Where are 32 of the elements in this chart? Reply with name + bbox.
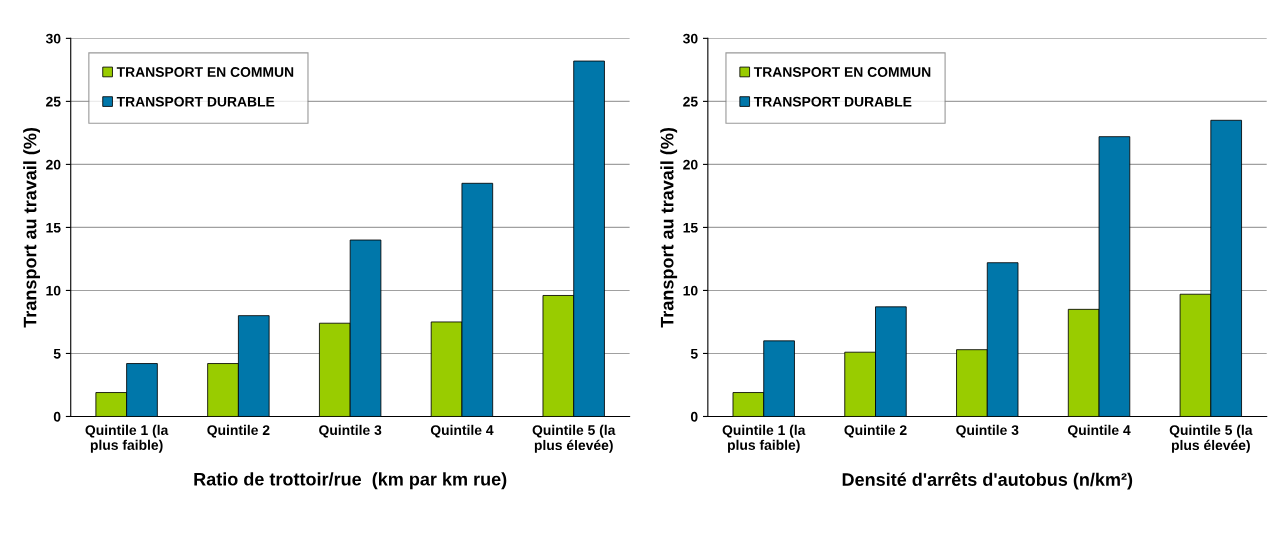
x-tick-label: Quintile 4 (430, 424, 494, 438)
x-tick-label: Quintile 4 (1067, 424, 1131, 438)
x-tick-label: Quintile 5 (la plus élevée) (1169, 424, 1253, 453)
y-tick-label: 20 (46, 159, 61, 170)
legend-label: TRANSPORT EN COMMUN (116, 67, 294, 77)
x-tick-label: Quintile 3 (956, 424, 1019, 438)
y-tick-label: 5 (690, 348, 698, 359)
x-tick-label: Quintile 3 (319, 424, 382, 438)
legend-label: TRANSPORT EN COMMUN (753, 67, 931, 77)
y-tick-label: 30 (682, 33, 698, 44)
y-tick-label: 25 (46, 96, 61, 107)
y-tick-label: 5 (53, 348, 61, 359)
x-tick-label: Quintile 5 (la plus élevée) (532, 424, 616, 453)
y-tick-label: 10 (46, 285, 61, 296)
y-axis-title: Transport au travail (%) (23, 127, 41, 328)
x-axis-title: Ratio de trottoir/rue (km par km rue) (194, 472, 507, 490)
legend-label: TRANSPORT DURABLE (116, 96, 275, 107)
x-tick-label: Quintile 1 (la plus faible) (85, 424, 169, 453)
y-tick-label: 30 (45, 33, 61, 44)
y-tick-label: 20 (683, 159, 698, 170)
y-tick-label: 15 (683, 222, 698, 233)
x-tick-label: Quintile 2 (207, 424, 270, 438)
y-tick-label: 0 (53, 411, 61, 422)
x-tick-label: Quintile 1 (la plus faible) (722, 424, 806, 453)
y-tick-label: 10 (683, 285, 698, 296)
y-axis-title: Transport au travail (%) (660, 127, 678, 328)
x-axis-title: Densité d'arrêts d'autobus (n/km²) (842, 472, 1133, 490)
legend-label: TRANSPORT DURABLE (753, 96, 912, 107)
y-tick-label: 0 (690, 411, 698, 422)
x-tick-label: Quintile 2 (844, 424, 907, 438)
y-tick-label: 15 (46, 222, 61, 233)
y-tick-label: 25 (683, 96, 698, 107)
